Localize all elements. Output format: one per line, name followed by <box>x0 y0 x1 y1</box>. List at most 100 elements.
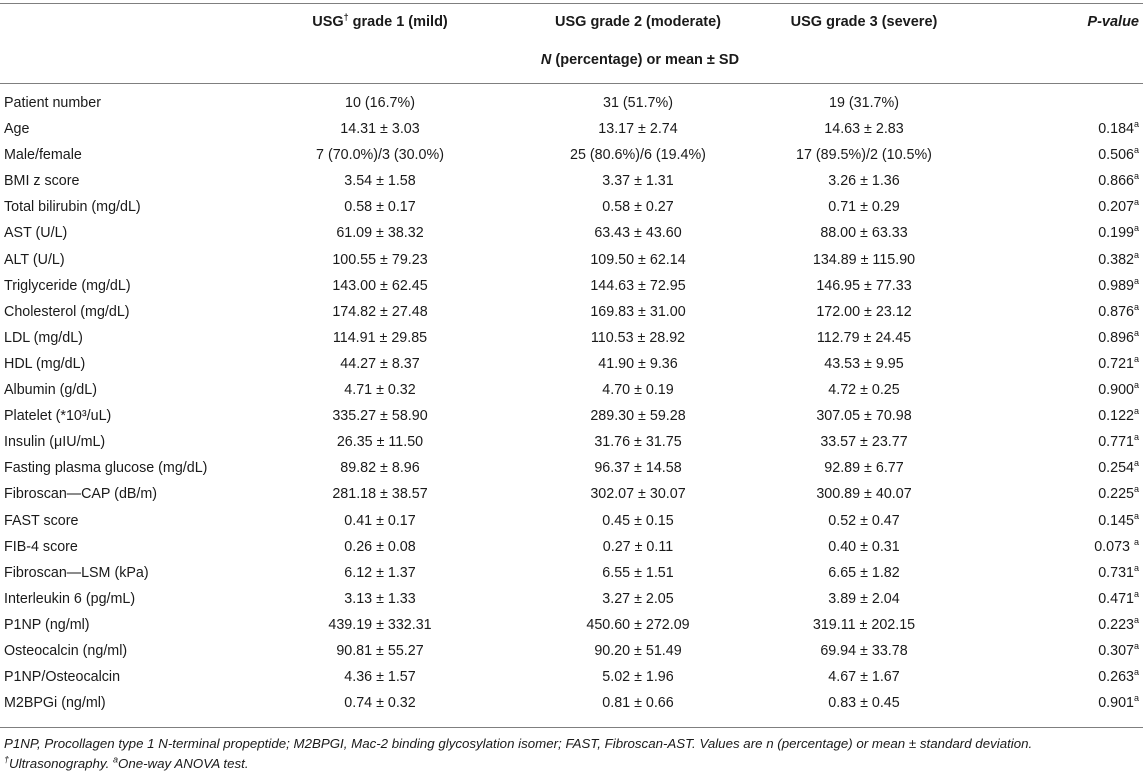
cell-grade3: 0.83 ± 0.45 <box>828 695 900 712</box>
cell-p-value <box>1000 90 1139 116</box>
cell-grade2: 169.83 ± 31.00 <box>590 303 686 320</box>
row-label: Fibroscan—CAP (dB/m) <box>4 486 158 503</box>
cell-p-value: 0.199a <box>1098 223 1139 242</box>
cell-grade3: 14.63 ± 2.83 <box>824 121 904 138</box>
cell-grade2: 302.07 ± 30.07 <box>590 486 686 503</box>
row-label: Male/female <box>4 147 82 164</box>
table-row: LDL (mg/dL) 114.91 ± 29.85 110.53 ± 28.92 1… <box>0 325 1143 351</box>
superscript-note: a <box>1133 145 1139 156</box>
row-label: FIB-4 score <box>4 538 78 555</box>
cell-p-value: 0.731a <box>1098 562 1139 581</box>
cell-grade3: 33.57 ± 23.77 <box>820 434 908 451</box>
superscript-note: a <box>1133 119 1139 130</box>
cell-grade2: 289.30 ± 59.28 <box>590 408 686 425</box>
cell-grade3: 112.79 ± 24.45 <box>816 329 912 346</box>
row-label: Total bilirubin (mg/dL) <box>4 199 141 216</box>
top-rule <box>0 3 1143 4</box>
superscript-note: a <box>1133 380 1139 391</box>
cell-p-value: 0.225a <box>1098 484 1139 503</box>
cell-grade3: 92.89 ± 6.77 <box>824 460 904 477</box>
superscript-note: a <box>1133 328 1139 339</box>
table-row: P1NP (ng/ml) 439.19 ± 332.31 450.60 ± 272.… <box>0 612 1143 638</box>
cell-p-value: 0.207a <box>1098 197 1139 216</box>
cell-grade1: 4.36 ± 1.57 <box>344 669 416 686</box>
cell-grade2: 4.70 ± 0.19 <box>602 382 674 399</box>
superscript-note: a <box>1133 432 1139 443</box>
table-row: Fibroscan—CAP (dB/m) 281.18 ± 38.57 302.07… <box>0 481 1143 507</box>
cell-grade1: 114.91 ± 29.85 <box>332 329 428 346</box>
cell-grade2: 0.58 ± 0.27 <box>602 199 674 216</box>
superscript-note: a <box>1133 615 1139 626</box>
table-row: P1NP/Osteocalcin 4.36 ± 1.57 5.02 ± 1.96 4.… <box>0 664 1143 690</box>
table-row: Age 14.31 ± 3.03 13.17 ± 2.74 14.63 ± 2.83 0… <box>0 116 1143 142</box>
cell-grade3: 69.94 ± 33.78 <box>820 642 908 659</box>
footnote-symbols: †Ultrasonography. aOne-way ANOVA test. <box>4 754 249 771</box>
table-row: Insulin (μIU/mL) 26.35 ± 11.50 31.76 ± 31.… <box>0 429 1143 455</box>
cell-grade1: 0.26 ± 0.08 <box>344 538 416 555</box>
cell-grade2: 41.90 ± 9.36 <box>598 355 678 372</box>
cell-grade2: 31.76 ± 31.75 <box>594 434 682 451</box>
cell-grade2: 110.53 ± 28.92 <box>590 329 686 346</box>
row-label: Cholesterol (mg/dL) <box>4 303 130 320</box>
row-label: Fasting plasma glucose (mg/dL) <box>4 460 208 477</box>
cell-grade1: 7 (70.0%)/3 (30.0%) <box>316 147 444 164</box>
row-label: Fibroscan—LSM (kPa) <box>4 564 149 581</box>
table-row: Interleukin 6 (pg/mL) 3.13 ± 1.33 3.27 ± 2… <box>0 586 1143 612</box>
cell-grade2: 0.45 ± 0.15 <box>602 512 674 529</box>
cell-grade1: 0.58 ± 0.17 <box>344 199 416 216</box>
cell-grade2: 3.37 ± 1.31 <box>602 173 674 190</box>
table-row: Triglyceride (mg/dL) 143.00 ± 62.45 144.63… <box>0 273 1143 299</box>
cell-grade2: 96.37 ± 14.58 <box>594 460 682 477</box>
row-label: AST (U/L) <box>4 225 68 242</box>
cell-grade1: 61.09 ± 38.32 <box>336 225 424 242</box>
cell-grade1: 3.13 ± 1.33 <box>344 590 416 607</box>
row-label: P1NP (ng/ml) <box>4 616 90 633</box>
cell-p-value: 0.866a <box>1098 171 1139 190</box>
row-label: LDL (mg/dL) <box>4 329 83 346</box>
cell-grade1: 3.54 ± 1.58 <box>344 173 416 190</box>
cell-p-value: 0.900a <box>1098 380 1139 399</box>
subheader-units: N (percentage) or mean ± SD <box>540 52 740 68</box>
cell-p-value: 0.307a <box>1098 641 1139 659</box>
header-grade2: USG grade 2 (moderate) <box>555 14 721 30</box>
cell-grade3: 3.89 ± 2.04 <box>828 590 900 607</box>
superscript-note: a <box>1133 197 1139 208</box>
cell-grade1: 174.82 ± 27.48 <box>332 303 428 320</box>
cell-grade1: 44.27 ± 8.37 <box>340 355 420 372</box>
cell-grade2: 450.60 ± 272.09 <box>586 616 690 633</box>
superscript-note: a <box>1133 171 1139 182</box>
cell-grade3: 0.71 ± 0.29 <box>828 199 900 216</box>
cell-grade1: 6.12 ± 1.37 <box>344 564 416 581</box>
cell-grade3: 146.95 ± 77.33 <box>816 277 912 294</box>
cell-grade1: 26.35 ± 11.50 <box>336 434 424 451</box>
cell-grade3: 43.53 ± 9.95 <box>824 355 904 372</box>
superscript-note: a <box>1133 249 1139 260</box>
cell-grade2: 0.27 ± 0.11 <box>602 538 674 555</box>
cell-grade2: 3.27 ± 2.05 <box>602 590 674 607</box>
cell-grade3: 6.65 ± 1.82 <box>828 564 900 581</box>
cell-grade2: 63.43 ± 43.60 <box>594 225 682 242</box>
cell-p-value: 0.145a <box>1098 510 1139 529</box>
table-row: FAST score 0.41 ± 0.17 0.45 ± 0.15 0.52 ± 0… <box>0 508 1143 534</box>
header-rule <box>0 83 1143 84</box>
table-row: M2BPGi (ng/ml) 0.74 ± 0.32 0.81 ± 0.66 0.83… <box>0 690 1143 716</box>
table-row: Patient number 10 (16.7%) 31 (51.7%) 19 (31… <box>0 90 1143 116</box>
cell-grade1: 14.31 ± 3.03 <box>340 121 420 138</box>
cell-grade2: 25 (80.6%)/6 (19.4%) <box>570 147 706 164</box>
cell-grade3: 88.00 ± 63.33 <box>820 225 908 242</box>
superscript-note: a <box>1133 354 1139 365</box>
cell-grade3: 172.00 ± 23.12 <box>816 303 912 320</box>
row-label: P1NP/Osteocalcin <box>4 669 121 686</box>
cell-grade2: 109.50 ± 62.14 <box>590 251 686 268</box>
superscript-note: a <box>1133 484 1139 495</box>
cell-p-value: 0.073 a <box>1094 536 1139 555</box>
cell-grade3: 19 (31.7%) <box>829 95 899 111</box>
row-label: Patient number <box>4 95 101 111</box>
footnote-abbreviations: P1NP, Procollagen type 1 N-terminal prop… <box>4 736 1033 751</box>
table-row: AST (U/L) 61.09 ± 38.32 63.43 ± 43.60 88.00… <box>0 220 1143 246</box>
cell-grade3: 300.89 ± 40.07 <box>816 486 912 503</box>
cell-grade2: 144.63 ± 72.95 <box>590 277 686 294</box>
superscript-note: a <box>1133 301 1139 312</box>
superscript-note: a <box>1133 510 1139 521</box>
table-row: Cholesterol (mg/dL) 174.82 ± 27.48 169.83 … <box>0 299 1143 325</box>
